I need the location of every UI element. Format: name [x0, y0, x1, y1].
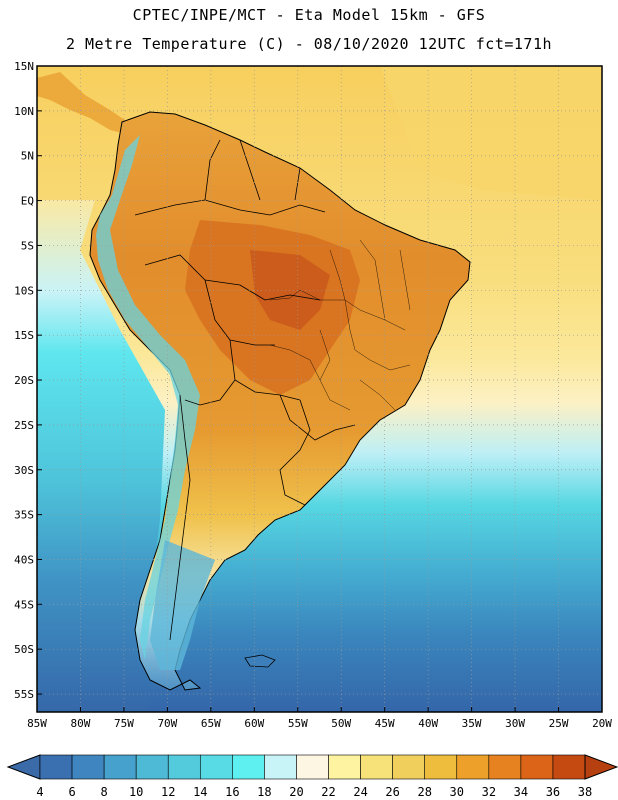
colorbar-swatch: [232, 754, 265, 780]
lat-label: 55S: [14, 688, 34, 701]
lat-label: 30S: [14, 464, 34, 477]
colorbar-swatch: [328, 754, 361, 780]
lon-label: 80W: [71, 717, 91, 730]
lon-label: 40W: [418, 717, 438, 730]
axis-ticks: [36, 65, 603, 712]
colorbar-labels: 4 6 8 10 12 14 16 18 20 22 24 26 28 30 32 34 36 38: [36, 785, 592, 799]
lon-label: 85W: [27, 717, 47, 730]
lat-label: 50S: [14, 643, 34, 656]
title-line-1: CPTEC/INPE/MCT - Eta Model 15km - GFS: [132, 6, 486, 24]
colorbar-label: 12: [161, 785, 175, 799]
lon-label: 30W: [505, 717, 525, 730]
longitude-labels: 85W 80W 75W 70W 65W 60W 55W 50W 45W 40W 35W 30W 25W 2…: [27, 717, 612, 730]
colorbar: 4 6 8 10 12 14 16 18 20 22 24 26 28 30 32 34 36 38: [6, 754, 618, 799]
colorbar-swatch: [520, 754, 554, 780]
lat-label: 45S: [14, 598, 34, 611]
colorbar-swatch: [424, 754, 458, 780]
warm-ocean-band: [380, 66, 602, 200]
lon-label: 65W: [201, 717, 221, 730]
colorbar-label: 26: [385, 785, 399, 799]
andes-cool-band: [96, 135, 200, 660]
lat-label: 10S: [14, 284, 34, 297]
colorbar-swatch: [296, 754, 329, 780]
lon-label: 25W: [549, 717, 569, 730]
colorbar-label: 18: [257, 785, 271, 799]
state-borders: [269, 239, 411, 411]
lon-label: 70W: [157, 717, 177, 730]
colorbar-label: 4: [36, 785, 43, 799]
colorbar-label: 38: [578, 785, 592, 799]
lat-label: 10N: [14, 105, 34, 118]
lon-label: 55W: [288, 717, 308, 730]
country-borders: [134, 139, 356, 641]
lon-label: 45W: [375, 717, 395, 730]
colorbar-swatch: [360, 754, 393, 780]
patagonia-cool: [150, 540, 215, 670]
colorbar-swatch: [199, 754, 233, 780]
colorbar-label: 22: [321, 785, 335, 799]
colorbar-swatch: [103, 754, 137, 780]
colorbar-label: 8: [101, 785, 108, 799]
lat-label: 15S: [14, 329, 34, 342]
colorbar-label: 30: [450, 785, 464, 799]
colorbar-swatch: [167, 754, 201, 780]
colorbar-swatch: [488, 754, 522, 780]
colorbar-swatches: [39, 754, 586, 780]
lat-label: 40S: [14, 553, 34, 566]
colorbar-label: 6: [68, 785, 75, 799]
colorbar-label: 10: [129, 785, 143, 799]
colorbar-swatch: [392, 754, 426, 780]
colorbar-swatch: [39, 754, 73, 780]
colorbar-right-arrow: [584, 754, 618, 780]
lat-label: EQ: [21, 195, 34, 208]
colorbar-label: 36: [546, 785, 560, 799]
pacific-ocean: [37, 200, 165, 712]
colorbar-label: 16: [225, 785, 239, 799]
colorbar-label: 24: [353, 785, 367, 799]
map-area: [37, 66, 602, 712]
colorbar-swatch: [552, 754, 586, 780]
lat-label: 5S: [21, 239, 34, 252]
colorbar-swatch: [135, 754, 169, 780]
lat-label: 5N: [21, 150, 34, 163]
colorbar-label: 32: [482, 785, 496, 799]
lon-label: 35W: [462, 717, 482, 730]
title-line-2: 2 Metre Temperature (C) - 08/10/2020 12U…: [65, 35, 553, 53]
lat-label: 35S: [14, 509, 34, 522]
colorbar-left-arrow: [6, 754, 41, 780]
colorbar-label: 20: [289, 785, 303, 799]
central-america: [37, 72, 130, 135]
colorbar-label: 14: [193, 785, 207, 799]
colorbar-label: 28: [417, 785, 431, 799]
lon-label: 75W: [114, 717, 134, 730]
lon-label: 20W: [592, 717, 612, 730]
lat-label: 25S: [14, 419, 34, 432]
lon-label: 60W: [244, 717, 264, 730]
falkland-islands: [244, 654, 276, 668]
lat-label: 20S: [14, 374, 34, 387]
colorbar-swatch: [456, 754, 490, 780]
colorbar-label: 34: [514, 785, 528, 799]
map-frame: [36, 65, 603, 713]
latitude-labels: 15N 10N 5N EQ 5S 10S 15S 20S 25S 30S 35S 40S 45S 50S 5…: [14, 60, 34, 701]
lon-label: 50W: [331, 717, 351, 730]
lat-label: 15N: [14, 60, 34, 73]
colorbar-swatch: [264, 754, 297, 780]
colorbar-swatch: [71, 754, 105, 780]
